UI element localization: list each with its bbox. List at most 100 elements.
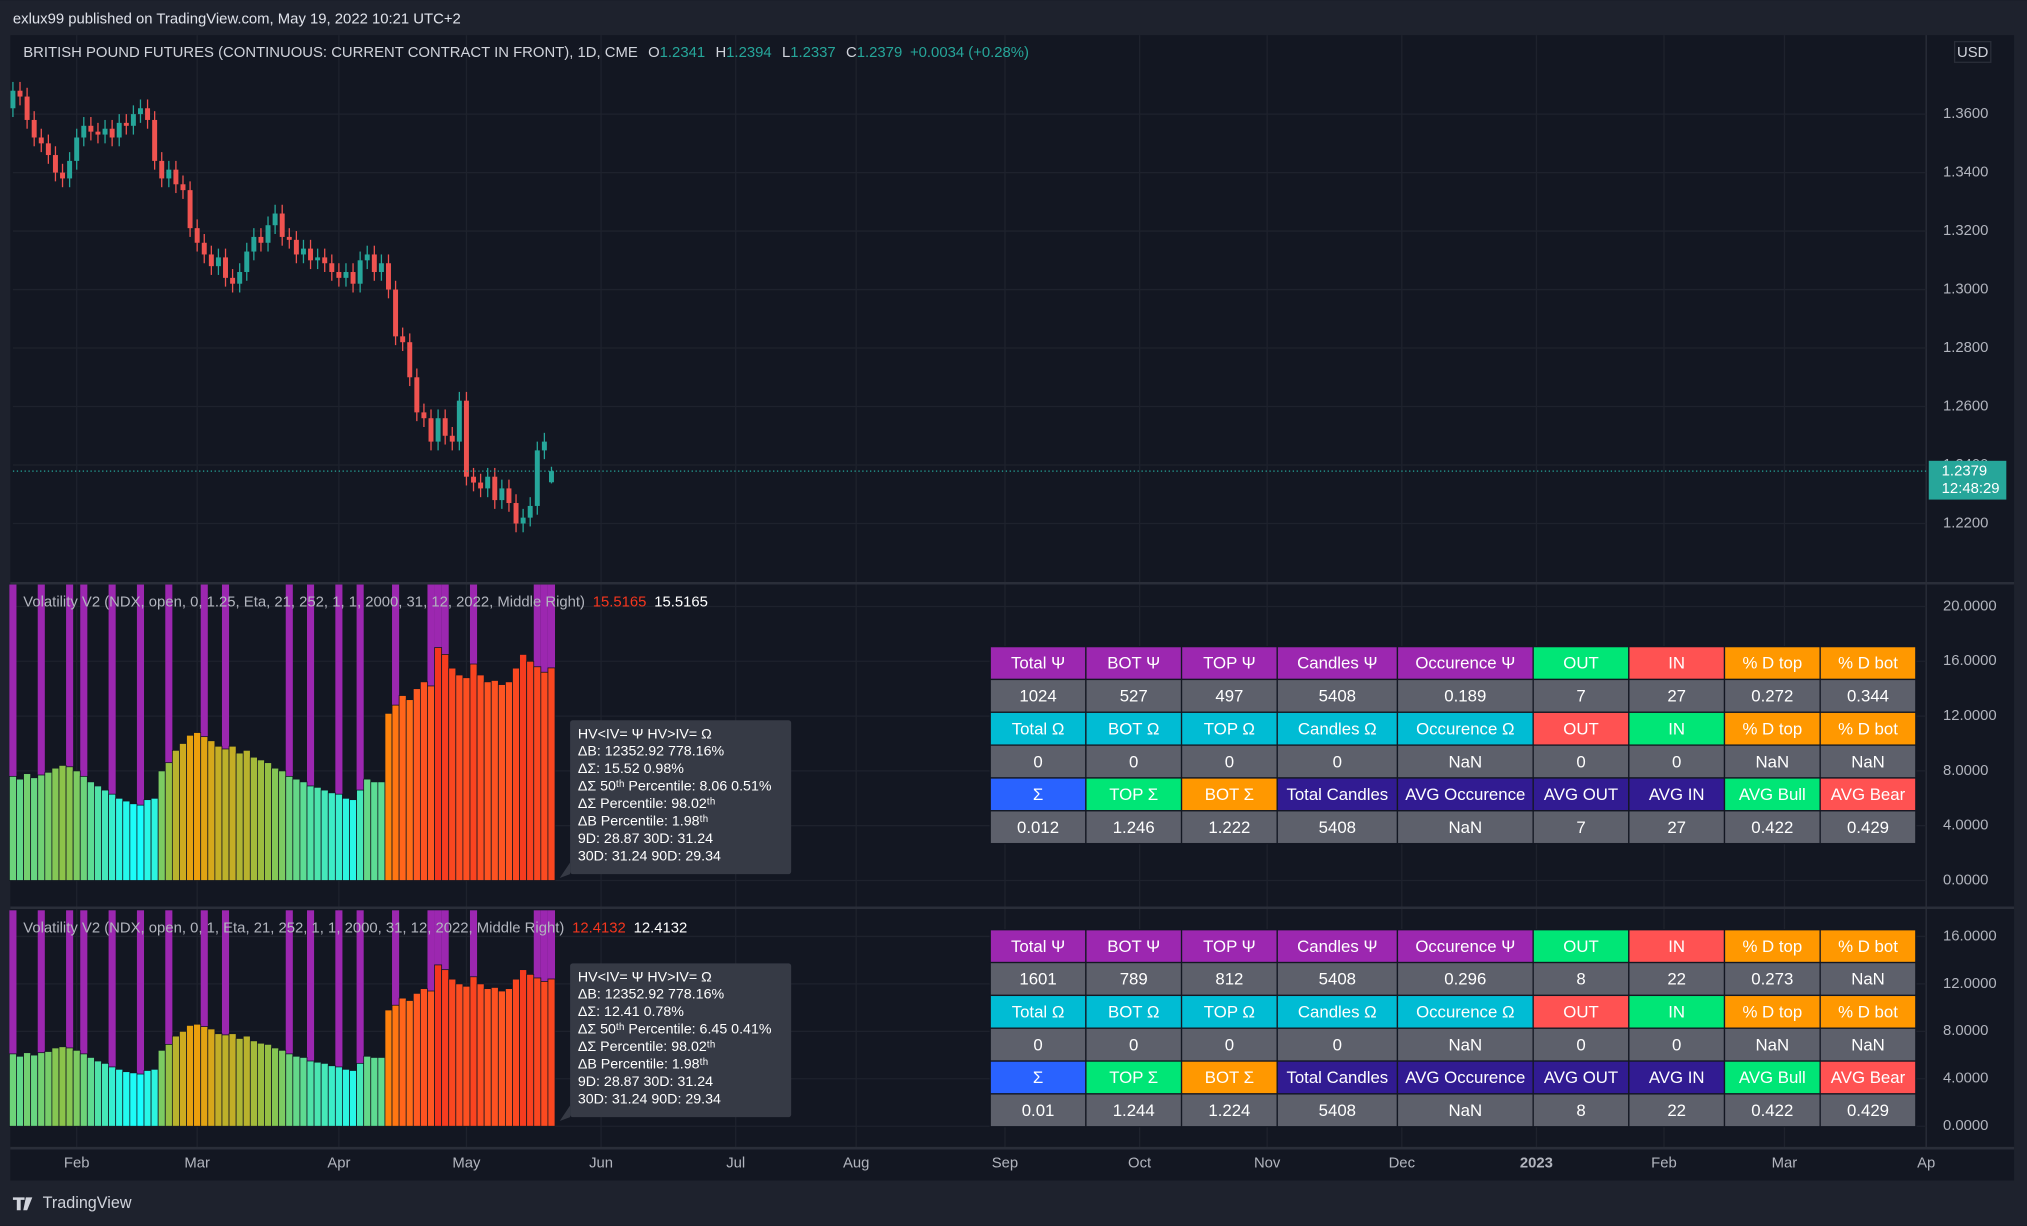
volatility-bar: [86, 781, 95, 881]
table-header: OUT: [1563, 654, 1598, 673]
table-header: % D top: [1742, 937, 1802, 956]
candle-body: [52, 155, 58, 173]
volatility-bar: [65, 1047, 74, 1127]
table-cell: [1532, 1093, 1630, 1128]
volatility-bar: [391, 704, 400, 881]
candle-body: [400, 336, 406, 343]
candle-body: [449, 435, 455, 442]
indicator-title: Volatility V2 (NDX, open, 0, 1, Eta, 21,…: [23, 920, 564, 936]
volatility-bar: [115, 1068, 124, 1127]
table-value: 1.246: [1113, 818, 1155, 837]
volatility-bar: [164, 762, 173, 881]
ohlc-key: O: [648, 45, 660, 61]
volatility-bar: [157, 1049, 166, 1127]
volatility-bar: [448, 978, 457, 1127]
table-value: NaN: [1756, 1035, 1790, 1054]
table-value: 7: [1576, 687, 1585, 706]
table-cell: [989, 994, 1087, 1029]
table-header: Occurence Ω: [1416, 719, 1514, 738]
table-header: BOT Ω: [1108, 719, 1159, 738]
table-cell: [1276, 1093, 1399, 1128]
candle-body: [24, 96, 30, 120]
footer-brand[interactable]: TradingView: [43, 1194, 132, 1212]
table-header: OUT: [1563, 937, 1598, 956]
table-cell: [1819, 744, 1917, 779]
table-cell: [1628, 645, 1726, 681]
indicator-legend: Volatility V2 (NDX, open, 0, 1, Eta, 21,…: [23, 920, 687, 936]
signal-band: [335, 584, 343, 881]
volatility-bar: [44, 771, 53, 881]
volatility-bar: [320, 789, 329, 881]
x-tick-label: Sep: [992, 1156, 1018, 1172]
volatility-bar: [441, 654, 450, 881]
x-tick-label: Feb: [64, 1156, 90, 1172]
candle-body: [265, 225, 271, 243]
volatility-bar: [334, 1066, 343, 1127]
volatility-bar: [292, 1055, 301, 1127]
table-cell: [1628, 810, 1726, 845]
table-cell: [989, 645, 1087, 681]
table-cell: [1396, 810, 1534, 845]
table-cell: [1723, 1060, 1821, 1095]
table-cell: [989, 711, 1087, 746]
volatility-bar: [129, 803, 138, 881]
volatility-bar: [228, 745, 237, 881]
volatility-bar: [193, 732, 202, 881]
table-header: Candles Ω: [1298, 719, 1377, 738]
volatility-bar: [16, 778, 24, 881]
volatility-bar: [171, 1035, 180, 1127]
table-header: Candles Ω: [1298, 1003, 1377, 1022]
table-value: 0.296: [1444, 970, 1486, 989]
volatility-bar: [115, 797, 124, 881]
volatility-bar: [257, 1042, 265, 1127]
volatility-bar: [462, 677, 471, 881]
table-cell: [1276, 929, 1399, 964]
info-line: ΔΣ 50ᵗʰ Percentile: 8.06 0.51%: [578, 779, 772, 795]
candle-body: [60, 172, 66, 179]
volatility-bar: [483, 681, 492, 881]
table-value: NaN: [1449, 1035, 1483, 1054]
signal-band: [285, 584, 293, 881]
volatility-bar: [30, 1054, 39, 1127]
info-line: 30D: 31.24 90D: 29.34: [578, 848, 721, 864]
signal-band: [108, 910, 116, 1127]
candle-body: [95, 131, 101, 135]
y-tick-label: 20.0000: [1943, 598, 1997, 614]
table-cell: [1628, 744, 1726, 779]
table-value: 5408: [1319, 818, 1356, 837]
table-header: OUT: [1563, 719, 1598, 738]
table-cell: [989, 961, 1087, 997]
table-cell: [1628, 711, 1726, 746]
chart-layer: Feb Mar Apr May Jun Jul Aug Sep Oct Nov Dec 2023 Feb…: [8, 35, 2015, 1172]
table-header: Occurence Ω: [1416, 1003, 1514, 1022]
indicator-legend: Volatility V2 (NDX, open, 0, 1.25, Eta, …: [23, 595, 708, 611]
candle-body: [109, 128, 115, 138]
volatility-bar: [79, 775, 88, 881]
table-cell: [1819, 711, 1917, 746]
volatility-bar: [533, 977, 542, 1127]
table-value: 1.224: [1208, 1101, 1250, 1120]
volatility-bar: [299, 1057, 308, 1127]
table-cell: [989, 810, 1087, 845]
candle-body: [201, 242, 207, 255]
candle-body: [223, 257, 228, 278]
candle-body: [81, 125, 87, 138]
candle-body: [393, 289, 399, 337]
table-value: 0: [1576, 752, 1585, 771]
info-line: HV<IV= Ψ HV>IV= Ω: [578, 726, 712, 742]
table-value: 22: [1667, 970, 1686, 989]
table-cell: [1628, 1060, 1726, 1095]
table-cell: [1819, 929, 1917, 964]
volatility-bar: [242, 1035, 251, 1127]
table-cell: [1819, 1093, 1917, 1128]
table-value: 5408: [1319, 1101, 1356, 1120]
volatility-bar: [356, 789, 365, 881]
currency-badge: [1953, 40, 1992, 63]
volatility-bar: [334, 793, 343, 881]
table-value: 0: [1672, 1035, 1681, 1054]
volatility-bar: [469, 663, 478, 881]
x-tick-label: Ap: [1917, 1156, 1935, 1172]
candle-body: [329, 263, 335, 273]
table-cell: [1532, 810, 1630, 845]
candle-body: [180, 184, 186, 191]
